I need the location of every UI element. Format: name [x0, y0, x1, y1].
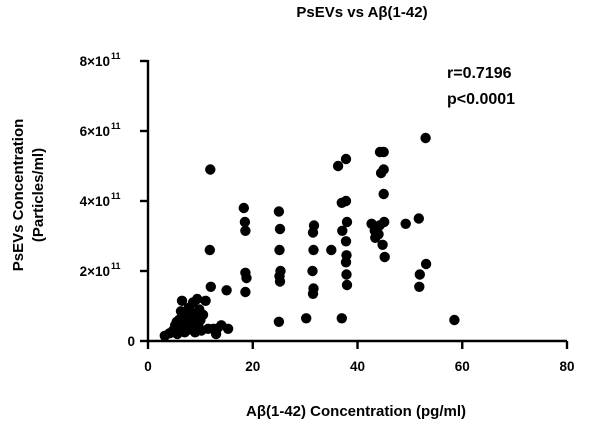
data-point — [340, 236, 352, 247]
data-point — [413, 213, 424, 224]
data-point — [205, 281, 216, 292]
data-point — [414, 281, 425, 292]
data-point — [378, 164, 389, 175]
data-point — [192, 293, 203, 305]
y-tick-label: 0 — [127, 334, 135, 349]
data-point — [379, 251, 390, 263]
data-point — [332, 160, 344, 172]
y-tick-label: 4×10 — [80, 194, 110, 209]
x-tick-label: 60 — [455, 359, 470, 374]
y-axis-label-line1: PsEVs Concentration — [10, 119, 27, 272]
data-point — [341, 216, 353, 228]
x-tick-label: 40 — [350, 359, 365, 374]
data-point — [420, 258, 432, 270]
data-point — [307, 288, 319, 299]
data-point — [301, 313, 312, 324]
x-axis-label: Aβ(1-42) Concentration (pg/ml) — [246, 403, 466, 420]
x-tick-label: 0 — [144, 359, 152, 374]
data-point — [221, 285, 232, 296]
data-point — [449, 314, 460, 326]
data-point — [378, 188, 389, 200]
data-point — [176, 295, 188, 306]
x-tick-label: 20 — [245, 359, 260, 374]
data-point — [240, 286, 251, 298]
data-point — [307, 227, 319, 238]
y-tick-exponent: 11 — [111, 261, 121, 271]
data-point — [326, 244, 337, 256]
data-point — [340, 153, 352, 165]
data-point — [273, 206, 285, 217]
data-point — [240, 225, 251, 236]
data-point — [400, 218, 411, 229]
y-tick-exponent: 11 — [111, 191, 121, 201]
data-point — [308, 244, 319, 256]
y-tick-exponent: 11 — [111, 121, 121, 131]
data-point — [200, 295, 211, 306]
data-point — [307, 265, 318, 277]
data-point — [274, 223, 286, 235]
y-tick-exponent: 11 — [111, 51, 121, 61]
x-axis-ticks: 0 20 40 60 80 — [144, 341, 575, 374]
data-point — [205, 164, 216, 175]
data-point — [222, 323, 234, 334]
data-point — [341, 269, 352, 280]
data-points — [159, 132, 460, 341]
data-point — [341, 279, 353, 291]
data-point — [239, 216, 251, 228]
data-point — [274, 244, 285, 256]
data-point — [377, 239, 388, 250]
chart-title: PsEVs vs Aβ(1-42) — [296, 4, 427, 21]
y-tick-label: 2×10 — [80, 264, 110, 279]
data-point — [378, 146, 389, 158]
data-point — [414, 269, 425, 280]
data-point — [274, 276, 286, 287]
y-axis-label-line2: (Particles/ml) — [30, 148, 47, 242]
data-point — [379, 216, 390, 228]
correlation-r-annotation: r=0.7196 — [447, 65, 512, 82]
data-point — [337, 225, 348, 236]
data-point — [420, 132, 431, 144]
data-point — [340, 195, 352, 207]
y-tick-label: 6×10 — [80, 124, 110, 139]
data-point — [336, 313, 347, 324]
data-point — [238, 202, 249, 214]
data-point — [340, 257, 352, 268]
x-tick-label: 80 — [559, 359, 574, 374]
y-axis-ticks: 02×10 114×10 116×10 118×10 11 — [80, 51, 148, 349]
y-tick-label: 8×10 — [80, 54, 110, 69]
data-point — [241, 272, 252, 284]
p-value-annotation: p<0.0001 — [447, 91, 515, 108]
data-point — [197, 309, 209, 320]
data-point — [273, 316, 285, 327]
data-point — [373, 229, 384, 240]
data-point — [204, 244, 215, 256]
